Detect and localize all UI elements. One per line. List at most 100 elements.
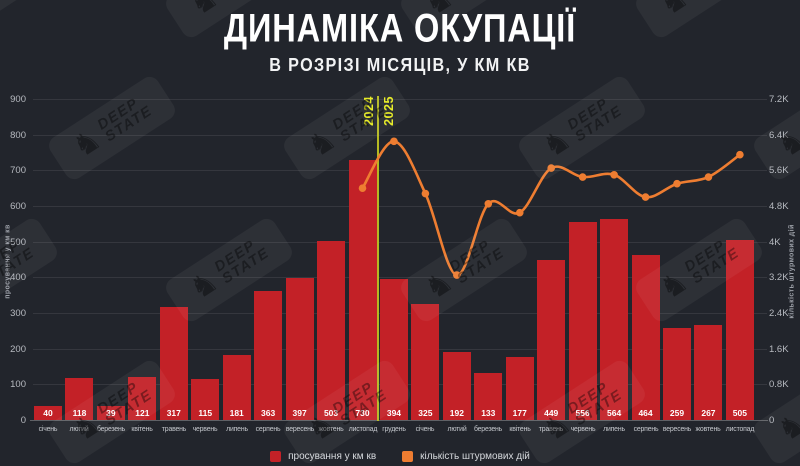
bar: 363 bbox=[254, 290, 283, 420]
right-tick-label: 0 bbox=[769, 415, 775, 426]
right-tick-label: 7.2K bbox=[769, 94, 789, 105]
left-axis-title: просування у км кв bbox=[4, 224, 12, 299]
month-label: грудень bbox=[382, 424, 406, 433]
month-label: січень bbox=[416, 424, 435, 433]
bar-value-label: 133 bbox=[481, 407, 496, 418]
line-point bbox=[610, 170, 618, 179]
month-label: жовтень bbox=[318, 424, 344, 433]
bar-value-label: 192 bbox=[449, 407, 464, 418]
left-tick-label: 0 bbox=[20, 415, 26, 426]
bar: 730 bbox=[348, 159, 377, 420]
assaults-swatch-icon bbox=[402, 451, 414, 462]
bar: 177 bbox=[505, 356, 534, 420]
bar-value-label: 118 bbox=[72, 407, 87, 418]
line-point bbox=[704, 173, 713, 181]
bar-value-label: 259 bbox=[669, 407, 685, 418]
line-point bbox=[390, 137, 398, 146]
bar: 115 bbox=[191, 378, 220, 420]
bar: 133 bbox=[474, 372, 503, 420]
legend-label: просування у км кв bbox=[288, 451, 377, 462]
bar-value-label: 115 bbox=[198, 407, 213, 418]
month-label: серпень bbox=[255, 424, 281, 433]
bar: 464 bbox=[631, 254, 660, 420]
right-tick-label: 4K bbox=[769, 236, 781, 248]
bar-value-label: 181 bbox=[229, 407, 244, 418]
month-label: вересень bbox=[285, 424, 314, 433]
bar: 181 bbox=[222, 355, 251, 420]
month-label: травень bbox=[161, 424, 187, 433]
year-label-2024: 2024 bbox=[362, 96, 376, 126]
bar: 40 bbox=[34, 405, 62, 420]
assault-line bbox=[361, 140, 741, 277]
right-tick-label: 0.8K bbox=[769, 379, 789, 391]
gridline bbox=[33, 134, 767, 136]
left-tick-label: 900 bbox=[10, 94, 26, 105]
bar-value-label: 121 bbox=[135, 407, 150, 418]
gridline bbox=[33, 241, 767, 243]
month-label: липень bbox=[603, 424, 625, 433]
month-label: лютий bbox=[69, 424, 89, 433]
bar-value-label: 39 bbox=[106, 407, 116, 418]
month-label: листопад bbox=[725, 424, 755, 433]
bar: 317 bbox=[159, 306, 188, 420]
bar: 556 bbox=[568, 221, 597, 420]
month-label: вересень bbox=[662, 424, 692, 433]
line-point bbox=[736, 150, 744, 159]
right-tick-label: 3.2K bbox=[769, 272, 789, 284]
gridline bbox=[33, 170, 767, 172]
month-label: січень bbox=[38, 424, 58, 433]
page-title: ДИНАМІКА ОКУПАЦІЇ bbox=[223, 6, 577, 51]
month-label: липень bbox=[225, 424, 248, 433]
bar: 121 bbox=[128, 376, 157, 420]
bar-value-label: 505 bbox=[732, 407, 747, 418]
month-label: червень bbox=[570, 424, 596, 433]
bar-value-label: 730 bbox=[355, 407, 370, 418]
month-label: квітень bbox=[509, 424, 531, 433]
bar-value-label: 363 bbox=[261, 407, 276, 418]
bar: 267 bbox=[694, 324, 723, 420]
month-label: лютий bbox=[447, 424, 467, 433]
line-point bbox=[673, 179, 681, 188]
right-tick-label: 5.6K bbox=[769, 165, 789, 177]
right-axis-title: кількість штурмових дій bbox=[788, 224, 796, 319]
chart-subtitle: В РОЗРІЗІ МІСЯЦІВ, У КМ КВ bbox=[269, 54, 531, 75]
bar-value-label: 464 bbox=[638, 407, 653, 418]
legend-item-assaults: кількість штурмових дій bbox=[402, 451, 530, 462]
left-tick-label: 600 bbox=[10, 201, 26, 212]
bar-value-label: 267 bbox=[701, 407, 716, 418]
right-tick-label: 2.4K bbox=[769, 308, 789, 319]
bar-value-label: 394 bbox=[386, 407, 402, 418]
bar-value-label: 449 bbox=[544, 407, 559, 418]
bar: 259 bbox=[663, 327, 691, 420]
gridline bbox=[33, 277, 767, 279]
right-tick-label: 6.4K bbox=[769, 129, 789, 141]
left-tick-label: 800 bbox=[10, 129, 26, 141]
bar-value-label: 556 bbox=[575, 407, 590, 418]
month-label: серпень bbox=[633, 424, 658, 433]
bar-value-label: 397 bbox=[292, 407, 307, 418]
advance-swatch-icon bbox=[270, 451, 282, 462]
line-point bbox=[641, 193, 650, 201]
bar: 192 bbox=[442, 351, 471, 420]
month-label: березень bbox=[474, 424, 503, 433]
legend: просування у км кв кількість штурмових д… bbox=[0, 451, 800, 462]
bar: 449 bbox=[537, 259, 566, 420]
chart-header: ДИНАМІКА ОКУПАЦІЇ В РОЗРІЗІ МІСЯЦІВ, У К… bbox=[0, 6, 800, 75]
bar: 118 bbox=[65, 377, 94, 420]
bar-value-label: 564 bbox=[607, 407, 622, 418]
left-tick-label: 300 bbox=[10, 308, 26, 319]
bar-value-label: 503 bbox=[323, 407, 339, 418]
bar-value-label: 325 bbox=[418, 407, 433, 418]
legend-label: кількість штурмових дій bbox=[420, 451, 530, 462]
bar: 505 bbox=[725, 239, 754, 420]
month-label: травень bbox=[538, 424, 564, 433]
month-label: жовтень bbox=[695, 424, 721, 433]
line-point bbox=[578, 173, 587, 181]
bar: 394 bbox=[379, 279, 408, 420]
legend-item-advance: просування у км кв bbox=[270, 451, 376, 462]
gridline bbox=[33, 206, 767, 207]
month-label: листопад bbox=[348, 424, 377, 433]
right-tick-label: 1.6K bbox=[769, 343, 789, 355]
